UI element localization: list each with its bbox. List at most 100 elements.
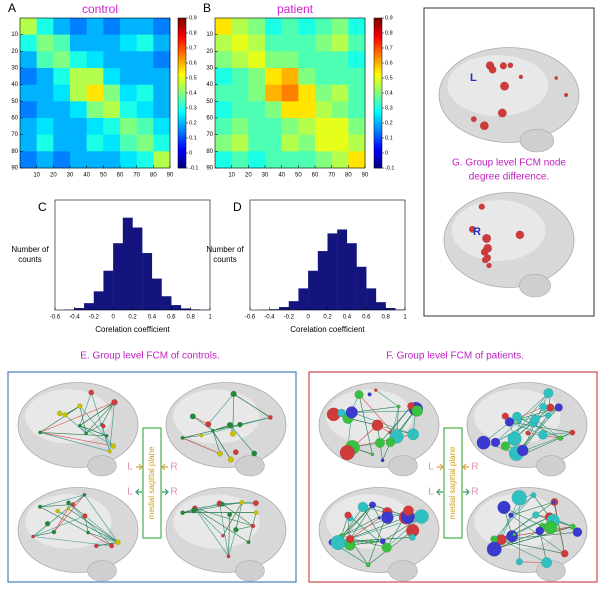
brain-node — [482, 257, 489, 264]
y-tick-label: 30 — [206, 66, 213, 72]
heatmap-cell — [348, 135, 365, 152]
heatmap-cell — [153, 101, 170, 118]
brain-node — [374, 389, 377, 392]
y-axis-label: counts — [213, 255, 237, 264]
heatmap-cell — [348, 51, 365, 68]
brain-stem — [389, 561, 418, 581]
heatmap-cell — [232, 51, 249, 68]
histogram-bar — [171, 305, 181, 310]
x-tick-label: 1 — [403, 315, 407, 321]
colorbar-tick-label: 0.5 — [189, 75, 197, 81]
heatmap-cell — [137, 51, 154, 68]
brain-node — [82, 513, 87, 518]
brain-node — [211, 429, 214, 432]
histogram-bar — [289, 301, 299, 310]
heatmap-cell — [103, 35, 120, 52]
colorbar-tick-label: 0.2 — [189, 120, 197, 126]
colorbar-band — [178, 36, 186, 39]
colorbar-tick-label: 0 — [385, 150, 388, 156]
brain-node — [63, 412, 68, 417]
x-tick-label: 0 — [306, 315, 310, 321]
heatmap-cell — [20, 51, 37, 68]
x-tick-label: 0.4 — [148, 315, 157, 321]
heatmap-cell — [20, 101, 37, 118]
colorbar-band — [178, 63, 186, 66]
brain — [319, 488, 439, 582]
heatmap-cell — [232, 101, 249, 118]
heatmap-cell — [137, 68, 154, 85]
colorbar-band — [178, 106, 186, 109]
brain-node — [516, 231, 524, 239]
heatmap-cell — [153, 151, 170, 168]
colorbar-band — [374, 56, 382, 59]
heatmap-cell — [348, 68, 365, 85]
colorbar-band — [374, 86, 382, 89]
colorbar-band — [178, 148, 186, 151]
heatmap-cell — [215, 135, 232, 152]
colorbar-band — [178, 116, 186, 119]
colorbar-tick-label: 0.1 — [385, 135, 393, 141]
x-tick-label: 50 — [100, 173, 107, 179]
colorbar-band — [374, 118, 382, 121]
heatmap-cell — [153, 85, 170, 102]
heatmap-cell — [232, 35, 249, 52]
heatmap-cell — [103, 68, 120, 85]
heatmap-cell — [120, 51, 137, 68]
arrow-label: L — [428, 462, 434, 473]
brain-node — [570, 524, 576, 530]
colorbar-band — [374, 126, 382, 129]
histogram-bar — [279, 307, 289, 310]
brain-node — [502, 413, 509, 420]
y-tick-label: 50 — [11, 99, 18, 105]
heatmap-cell — [265, 51, 282, 68]
heatmap-cell — [70, 101, 87, 118]
brain-node — [370, 540, 373, 543]
brain — [166, 488, 286, 582]
brain-node — [536, 527, 544, 535]
colorbar-band — [178, 46, 186, 49]
heatmap-cell — [87, 51, 104, 68]
brain-node — [531, 492, 537, 498]
colorbar-tick-label: 0.3 — [385, 105, 393, 111]
heatmap-cell — [37, 18, 54, 35]
heatmap-cell — [53, 151, 70, 168]
heatmap-cell — [120, 118, 137, 135]
brain-node — [253, 500, 259, 506]
heatmap-cell — [332, 85, 349, 102]
brain-node — [500, 62, 507, 69]
panel-label: D — [233, 200, 242, 214]
brain — [467, 383, 587, 476]
brain-node — [268, 415, 272, 419]
colorbar-tick-label: 0.9 — [189, 15, 197, 21]
colorbar-band — [178, 91, 186, 94]
x-tick-label: -0.2 — [284, 315, 295, 321]
colorbar-band — [178, 108, 186, 111]
heatmap-cell — [120, 35, 137, 52]
heatmap-cell — [137, 101, 154, 118]
brain-node — [541, 557, 552, 568]
colorbar-band — [374, 103, 382, 106]
brain-stem — [519, 274, 550, 297]
brain-node — [489, 66, 496, 73]
brain-node — [101, 424, 105, 428]
colorbar-band — [178, 93, 186, 96]
colorbar-band — [374, 73, 382, 76]
heatmap-cell — [153, 135, 170, 152]
colorbar-band — [178, 153, 186, 156]
brain-node — [368, 393, 372, 397]
heatmap-cell — [215, 101, 232, 118]
heatmap-cell — [248, 101, 265, 118]
brain-node — [375, 438, 385, 448]
heatmap-cell — [332, 135, 349, 152]
x-tick-label: 0.8 — [381, 315, 390, 321]
colorbar-band — [178, 61, 186, 64]
colorbar-band — [374, 61, 382, 64]
colorbar-band — [178, 21, 186, 24]
heatmap-cell — [103, 101, 120, 118]
histogram-bar — [308, 271, 318, 310]
colorbar-tick-label: -0.1 — [189, 165, 198, 171]
brain — [444, 193, 574, 298]
heatmap-cell — [20, 85, 37, 102]
brain-node — [190, 414, 196, 420]
colorbar-band — [374, 71, 382, 74]
